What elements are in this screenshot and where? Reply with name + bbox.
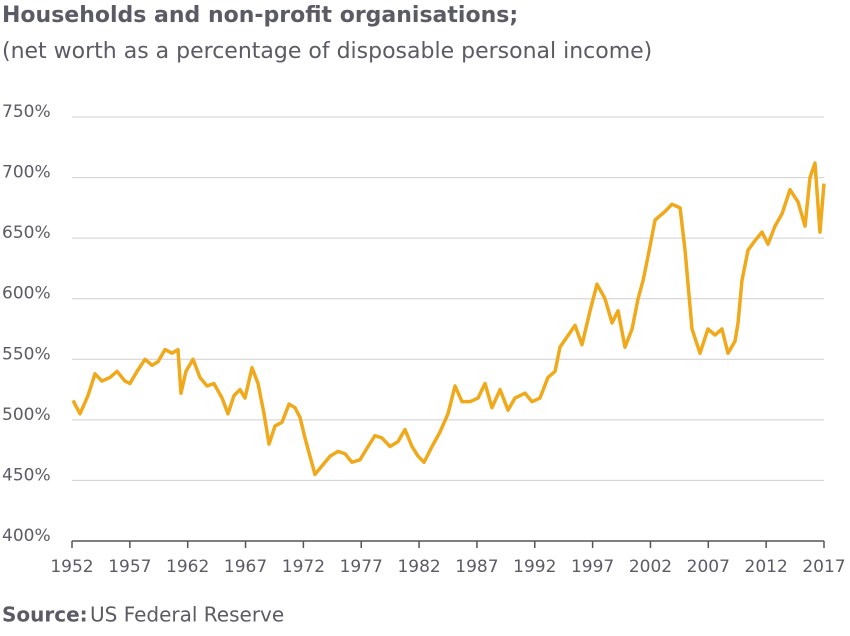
x-tick-label: 2007 (687, 557, 730, 577)
x-tick-label: 1952 (50, 557, 93, 577)
x-tick-label: 2017 (802, 557, 845, 577)
y-tick-label: 750% (2, 102, 51, 122)
data-line (71, 161, 826, 477)
y-tick-label: 600% (2, 284, 51, 304)
chart-subtitle: (net worth as a percentage of disposable… (2, 39, 652, 64)
x-tick-label: 1957 (108, 557, 151, 577)
x-tick-label: 2012 (745, 557, 788, 577)
x-tick-label: 2002 (629, 557, 672, 577)
x-tick-label: 1962 (166, 557, 209, 577)
y-tick-label: 400% (2, 526, 51, 546)
x-tick-label: 1977 (340, 557, 383, 577)
y-tick-label: 700% (2, 163, 51, 183)
x-tick-label: 1987 (455, 557, 498, 577)
x-tick-label: 1992 (513, 557, 556, 577)
source: US Federal Reserve (90, 603, 284, 627)
x-tick-label: 1982 (397, 557, 440, 577)
x-tick-label: 1997 (571, 557, 614, 577)
x-tick-label: 1972 (282, 557, 325, 577)
x-tick-label: 1967 (224, 557, 267, 577)
y-tick-label: 650% (2, 223, 51, 243)
y-tick-label: 500% (2, 405, 51, 425)
y-tick-label: 450% (2, 465, 51, 485)
y-tick-label: 550% (2, 344, 51, 364)
chart-title: Households and non-profit organisations; (2, 3, 518, 28)
source-label: Source: (2, 603, 88, 627)
